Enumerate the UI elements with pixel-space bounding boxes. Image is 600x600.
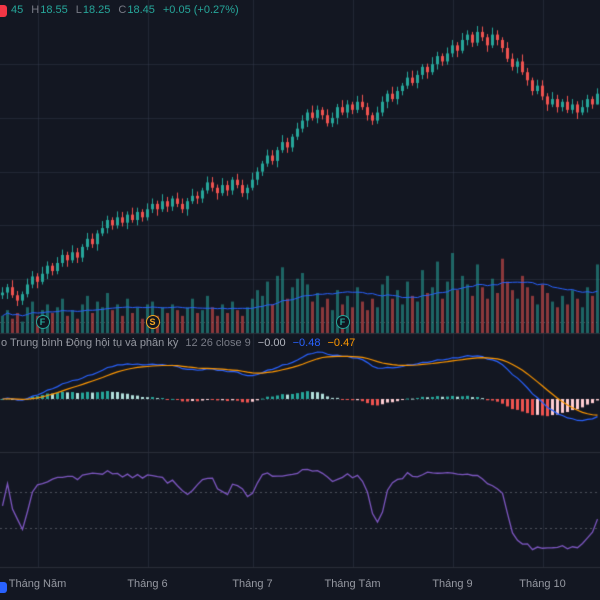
macd-indicator-name: o Trung bình Động hội tụ và phân kỳ bbox=[1, 337, 179, 349]
time-axis-label: Tháng 10 bbox=[519, 578, 566, 590]
split-marker[interactable]: S bbox=[145, 315, 160, 329]
macd-indicator-params: 12 26 close 9 bbox=[185, 337, 251, 349]
macd-histogram-value: −0.00 bbox=[257, 337, 286, 349]
low-pair: L 18.25 bbox=[76, 4, 111, 16]
macd-line-value: −0.48 bbox=[292, 337, 321, 349]
time-axis-label: Tháng Tám bbox=[324, 578, 381, 590]
ohlc-legend: 45 H 18.55 L 18.25 C 18.45 +0.05 (+0.27%) bbox=[11, 4, 239, 16]
time-axis-label: Tháng 6 bbox=[127, 578, 168, 590]
low-label: L bbox=[75, 4, 82, 16]
time-axis-label: Tháng Năm bbox=[8, 578, 67, 590]
time-axis-label: Tháng 7 bbox=[232, 578, 273, 590]
high-value: 18.55 bbox=[40, 4, 68, 16]
close-pair: C 18.45 bbox=[118, 4, 154, 16]
open-value: 45 bbox=[11, 4, 24, 16]
high-label: H bbox=[31, 4, 40, 16]
time-axis-label: Tháng 9 bbox=[432, 578, 473, 590]
red-flag-icon bbox=[0, 5, 7, 17]
close-value: 18.45 bbox=[127, 4, 155, 16]
low-value: 18.25 bbox=[82, 4, 111, 16]
close-label: C bbox=[118, 4, 127, 16]
macd-signal-value: −0.47 bbox=[327, 337, 356, 349]
high-pair: H 18.55 bbox=[31, 4, 67, 16]
watermark-logo-icon bbox=[0, 582, 7, 593]
dividend-marker[interactable]: F bbox=[35, 315, 50, 329]
change-value: +0.05 (+0.27%) bbox=[162, 4, 239, 16]
macd-indicator-legend: o Trung bình Động hội tụ và phân kỳ 12 2… bbox=[1, 337, 355, 349]
dividend-marker[interactable]: F bbox=[335, 315, 350, 329]
